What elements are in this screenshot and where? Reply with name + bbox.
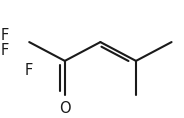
Text: F: F [1,28,9,44]
Text: F: F [25,63,33,78]
Text: F: F [1,43,9,58]
Text: O: O [59,101,71,116]
